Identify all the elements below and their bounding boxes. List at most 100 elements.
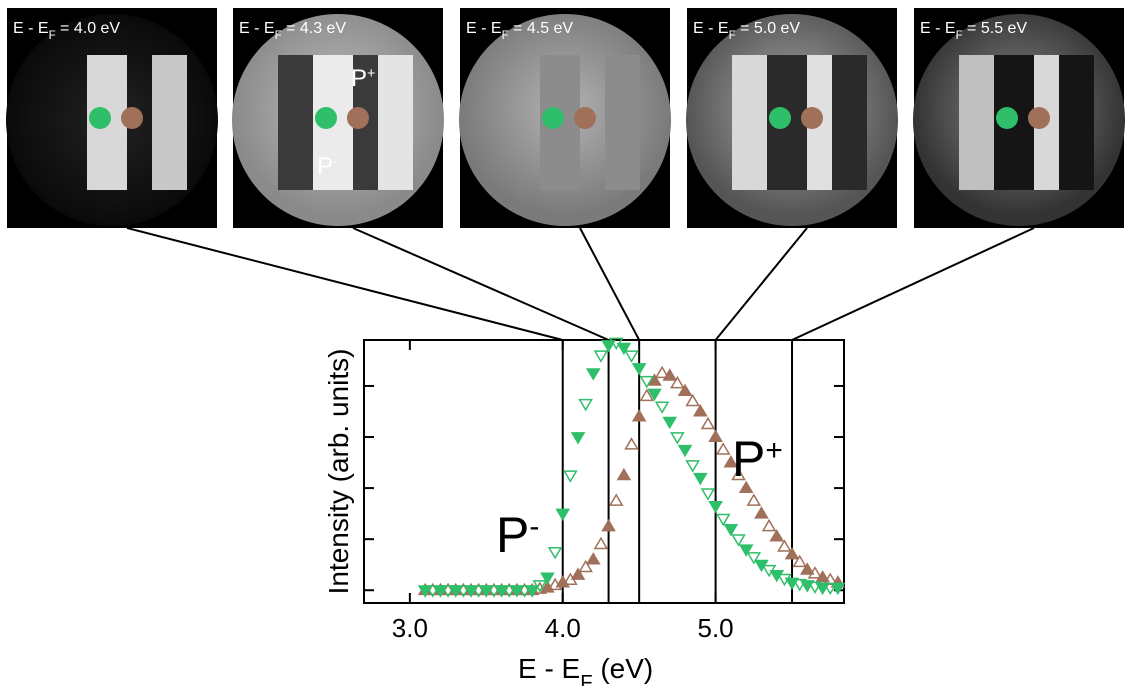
text-part: F [49, 30, 56, 42]
data-point [784, 547, 800, 560]
annotation: P- [496, 507, 539, 563]
data-point [769, 529, 785, 542]
text-part: P [496, 507, 529, 563]
data-point [616, 342, 632, 356]
x-tick-label: 3.0 [392, 613, 428, 643]
stripe [378, 55, 413, 190]
data-point [524, 585, 540, 598]
data-point [677, 383, 693, 397]
data-point [616, 467, 632, 481]
data-point [700, 488, 716, 501]
data-point [585, 368, 601, 381]
data-point [585, 552, 601, 565]
text-part: P [317, 153, 333, 180]
data-point [631, 363, 647, 376]
text-part: E - E [13, 20, 49, 37]
data-point [822, 582, 838, 596]
data-point [608, 493, 624, 506]
data-point [708, 501, 723, 514]
data-point [501, 585, 517, 598]
connector [714, 227, 808, 341]
text-part: = 5.0 eV [736, 20, 801, 37]
data-point [670, 432, 685, 445]
stripe [732, 55, 767, 190]
connector [352, 227, 609, 341]
data-point [517, 585, 532, 598]
data-point [662, 368, 678, 381]
text-part: - [333, 154, 338, 170]
text-part: F [729, 30, 736, 42]
data-point [738, 544, 754, 557]
brown-dot [347, 107, 369, 129]
image-label: E - EF = 4.0 eV [13, 20, 120, 42]
brown-dot [574, 107, 596, 129]
stripe-label: P- [317, 153, 338, 180]
y-axis-title: Intensity (arb. units) [323, 349, 354, 595]
data-point [792, 578, 807, 592]
text-part: E - E [693, 20, 729, 37]
data-point [456, 585, 471, 598]
data-point [761, 518, 777, 532]
text-part: = 4.3 eV [282, 20, 347, 37]
connector [126, 227, 563, 341]
data-point [731, 467, 746, 481]
text-part: E - E [518, 653, 580, 684]
data-point [807, 566, 823, 579]
data-point [800, 562, 815, 575]
data-point [670, 375, 685, 389]
text-part: - [529, 510, 539, 543]
data-point [677, 444, 693, 458]
data-point [578, 398, 593, 412]
connector [579, 227, 641, 341]
data-point [563, 470, 578, 483]
data-point [746, 493, 762, 506]
text-part: F [956, 30, 963, 42]
x-tick-label: 5.0 [698, 613, 734, 643]
data-point [777, 539, 792, 552]
text-part: F [275, 30, 282, 42]
green-dot [315, 107, 337, 129]
stripe [832, 55, 867, 190]
data-point [601, 340, 616, 353]
stripe [605, 55, 640, 190]
data-point [815, 569, 830, 583]
annotation: P+ [732, 431, 783, 487]
image-label: E - EF = 4.5 eV [466, 20, 573, 42]
image-panel [6, 8, 218, 228]
data-point [723, 524, 739, 537]
image-panel [459, 8, 671, 228]
data-point [601, 518, 616, 532]
data-point [639, 388, 655, 402]
text-part: P [351, 65, 367, 92]
text-part: E - E [239, 20, 275, 37]
data-point [555, 508, 571, 522]
data-point [731, 534, 746, 547]
data-point [654, 365, 670, 379]
data-point [807, 581, 823, 594]
green-dot [996, 107, 1018, 129]
data-point [692, 404, 708, 417]
data-point [654, 401, 670, 414]
data-point [486, 585, 502, 598]
stripe [152, 55, 187, 190]
image-panel [686, 8, 898, 228]
image-panel [232, 8, 444, 228]
data-point [639, 375, 655, 389]
data-point [792, 554, 807, 568]
image-label: E - EF = 5.5 eV [920, 20, 1027, 42]
text-part: (eV) [593, 653, 654, 684]
image-label: E - EF = 4.3 eV [239, 20, 346, 42]
stripe [278, 55, 313, 190]
text-part: = 4.0 eV [56, 20, 121, 37]
data-point [578, 559, 593, 573]
x-axis-title: E - EF (eV) [518, 653, 653, 686]
data-point [540, 572, 555, 585]
data-point [692, 472, 708, 486]
brown-dot [1028, 107, 1050, 129]
stripe [1059, 55, 1094, 190]
green-dot [769, 107, 791, 129]
data-point [738, 480, 754, 494]
data-point [624, 350, 639, 363]
data-point [647, 388, 662, 402]
